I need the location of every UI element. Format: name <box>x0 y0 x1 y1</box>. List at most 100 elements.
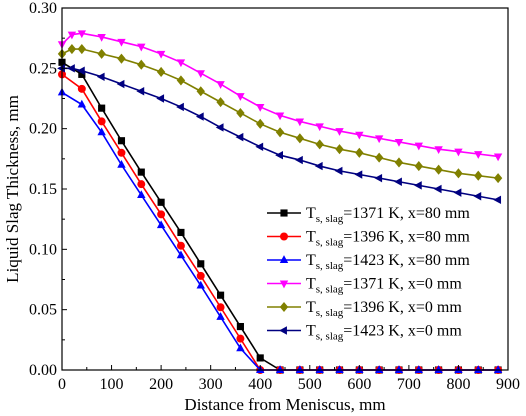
data-point <box>394 139 404 147</box>
series-6 <box>57 64 502 205</box>
data-point <box>216 81 225 89</box>
data-point <box>216 303 225 312</box>
data-point <box>355 131 364 140</box>
data-point <box>177 228 185 237</box>
data-point <box>156 50 166 59</box>
data-point <box>434 365 443 373</box>
data-point <box>97 117 106 126</box>
data-point <box>197 260 205 268</box>
legend: Ts, slag=1371 K, x=80 mm Ts, slag=1396 K,… <box>267 205 470 343</box>
data-point <box>394 177 402 186</box>
data-point <box>216 312 225 320</box>
data-point <box>334 166 343 176</box>
legend-label: Ts, slag=1371 K, x=0 mm <box>306 276 462 296</box>
data-point <box>156 66 166 77</box>
data-point <box>98 104 106 112</box>
data-point <box>67 43 77 55</box>
data-point <box>473 192 482 201</box>
data-point <box>335 144 344 155</box>
data-point <box>97 34 106 42</box>
data-point <box>295 118 305 127</box>
data-point <box>394 157 404 168</box>
x-tick-label: 600 <box>347 376 371 393</box>
y-tick-label: 0.10 <box>29 241 57 258</box>
data-point <box>256 118 265 129</box>
data-point <box>137 168 145 176</box>
data-point <box>137 190 146 198</box>
data-point <box>78 70 86 78</box>
data-point <box>474 170 483 181</box>
data-point <box>136 87 145 96</box>
series-line <box>61 32 499 158</box>
data-point <box>236 343 245 352</box>
data-point <box>156 220 166 229</box>
data-point <box>157 198 165 206</box>
data-point <box>137 43 146 52</box>
data-point <box>275 151 283 160</box>
data-point <box>176 75 186 86</box>
data-point <box>117 148 126 157</box>
data-point <box>157 210 166 219</box>
legend-marker <box>279 326 287 335</box>
data-point <box>453 188 462 197</box>
legend-label: Ts, slag=1396 K, x=80 mm <box>306 229 470 249</box>
data-point <box>176 241 185 250</box>
data-point <box>256 104 265 112</box>
data-point <box>117 38 126 47</box>
data-point <box>256 354 264 362</box>
legend-label: Ts, slag=1371 K, x=80 mm <box>306 205 470 225</box>
data-point <box>117 53 126 64</box>
data-point <box>216 97 225 108</box>
y-tick-label: 0.25 <box>29 60 57 77</box>
y-tick-label: 0.05 <box>29 302 57 319</box>
data-point <box>335 128 344 136</box>
legend-label: Ts, slag=1396 K, x=0 mm <box>306 299 462 319</box>
data-point <box>196 280 205 289</box>
data-point <box>275 112 285 121</box>
data-point <box>255 142 264 151</box>
legend-label: Ts, slag=1423 K, x=0 mm <box>306 323 462 343</box>
x-tick-label: 500 <box>298 376 322 393</box>
data-point <box>77 30 87 39</box>
x-tick-label: 0 <box>58 376 66 393</box>
legend-marker <box>280 232 288 241</box>
data-point <box>493 195 502 205</box>
data-point <box>156 94 165 103</box>
data-point <box>374 135 384 144</box>
data-point <box>137 59 146 70</box>
legend-entry-1: Ts, slag=1371 K, x=80 mm <box>267 205 470 225</box>
legend-entry-6: Ts, slag=1423 K, x=0 mm <box>267 323 462 343</box>
data-point <box>117 160 126 168</box>
data-point <box>414 161 423 172</box>
data-point <box>295 365 305 373</box>
data-point <box>434 164 443 175</box>
legend-marker <box>279 301 289 313</box>
x-axis-title: Distance from Meniscus, mm <box>184 395 385 414</box>
x-tick-label: 300 <box>199 376 223 393</box>
data-point <box>195 112 204 121</box>
y-tick-label: 0.00 <box>29 362 57 379</box>
x-tick-label: 200 <box>149 376 173 393</box>
data-point <box>57 64 65 73</box>
legend-entry-2: Ts, slag=1396 K, x=80 mm <box>267 229 470 249</box>
data-point <box>77 99 87 108</box>
data-point <box>176 102 184 112</box>
data-point <box>97 127 106 136</box>
data-point <box>236 334 245 343</box>
data-point <box>96 72 105 81</box>
data-point <box>493 153 503 162</box>
data-point <box>315 139 324 150</box>
data-point <box>176 250 186 259</box>
ticks-layer: 0 100 200 300 400 500 600 700 800 900 0.00 0.05 0.10… <box>29 0 520 393</box>
data-point <box>116 79 125 89</box>
legend-label: Ts, slag=1423 K, x=80 mm <box>306 252 470 272</box>
x-tick-label: 900 <box>496 376 520 393</box>
data-point <box>414 365 423 373</box>
data-point <box>454 148 463 157</box>
data-point <box>374 173 383 183</box>
legend-marker <box>279 280 289 289</box>
data-point <box>474 365 483 373</box>
legend-entry-4: Ts, slag=1371 K, x=0 mm <box>267 276 462 296</box>
x-tick-label: 700 <box>397 376 421 393</box>
